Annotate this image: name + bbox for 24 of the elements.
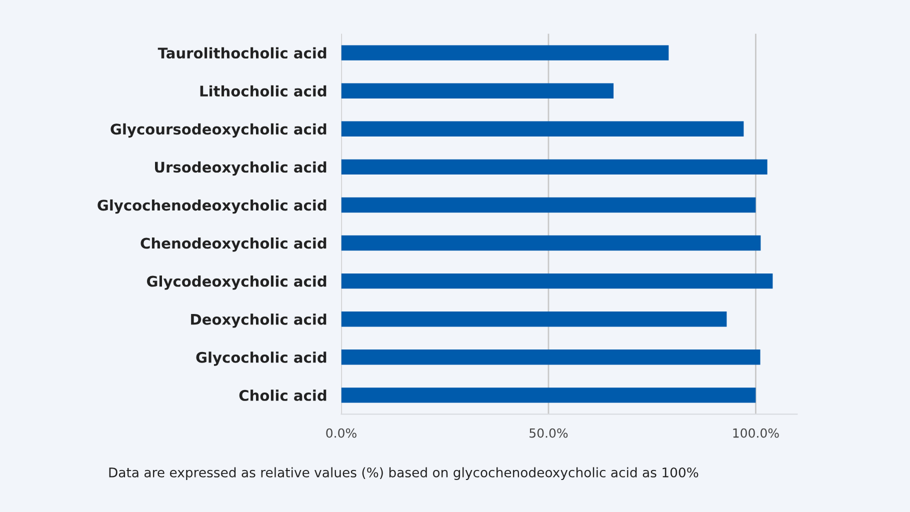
y-tick-label: Taurolithocholic acid (158, 47, 326, 59)
x-tick-label: 0.0% (326, 428, 356, 438)
bar (341, 159, 768, 175)
text: Data are expressed as relative values (%) based on glycochenodeoxycholic acid as 100% (109, 467, 698, 480)
y-tick-label: Chenodeoxycholic acid (140, 237, 326, 252)
bar (341, 45, 669, 60)
x-tick-label: 100.0% (733, 428, 779, 438)
y-tick-label: Lithocholic acid (200, 85, 326, 97)
y-tick-label: Glycochenodeoxycholic acid (98, 199, 326, 214)
y-tick-label: Glycocholic acid (196, 352, 326, 366)
y-tick-label: Deoxycholic acid (191, 314, 326, 328)
y-tick-label: Ursodeoxycholic acid (155, 161, 326, 176)
bar (341, 235, 761, 251)
x-tick-label: 50.0% (530, 428, 568, 438)
bar (341, 350, 760, 365)
y-tick-label: Glycoursodeoxycholic acid (110, 123, 326, 138)
y-tick-label: Cholic acid (239, 390, 326, 401)
bar (341, 311, 727, 327)
bar (341, 83, 614, 98)
bar (341, 388, 756, 403)
bar (341, 121, 744, 137)
bar (341, 197, 756, 213)
y-tick-label: Glycodeoxycholic acid (146, 276, 326, 290)
bar (341, 273, 773, 289)
